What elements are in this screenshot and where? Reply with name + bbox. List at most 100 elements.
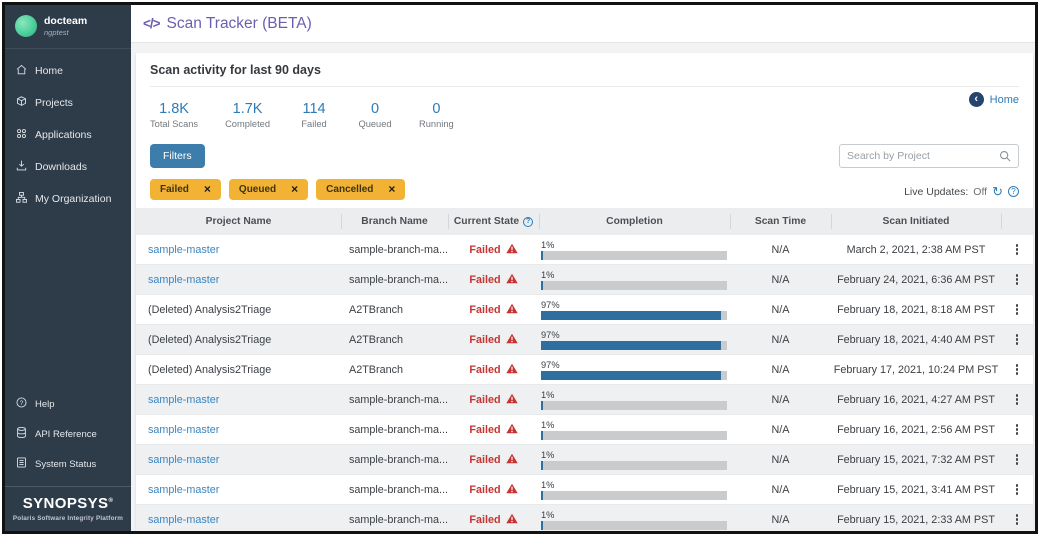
row-menu-kebab-icon[interactable] xyxy=(1013,451,1022,468)
cell-branch-name: A2TBranch xyxy=(349,333,404,346)
cell-project-name: sample-master xyxy=(136,244,341,256)
organization-icon xyxy=(15,191,28,207)
row-menu-kebab-icon[interactable] xyxy=(1013,271,1022,288)
live-updates-help-icon[interactable]: ? xyxy=(1008,186,1019,197)
stat-label: Running xyxy=(419,119,454,129)
project-link[interactable]: sample-master xyxy=(148,393,220,406)
cell-branch-name: sample-branch-ma... xyxy=(349,423,448,436)
sidebar-item-help[interactable]: ? Help xyxy=(5,389,131,419)
project-link[interactable]: sample-master xyxy=(148,243,220,256)
cell-current-state: Failed xyxy=(448,243,539,257)
project-link[interactable]: sample-master xyxy=(148,453,220,466)
project-link[interactable]: sample-master xyxy=(148,273,220,286)
project-link[interactable]: sample-master xyxy=(148,513,220,526)
cell-scan-initiated: February 18, 2021, 4:40 AM PST xyxy=(837,333,995,346)
cell-scan-initiated: February 16, 2021, 2:56 AM PST xyxy=(837,423,995,436)
cell-scan-time: N/A xyxy=(771,483,790,496)
cell-current-state: Failed xyxy=(448,273,539,287)
filters-button[interactable]: Filters xyxy=(150,144,205,168)
user-subtitle: ngptest xyxy=(44,27,69,37)
warning-icon xyxy=(505,243,518,257)
sidebar-item-label: My Organization xyxy=(35,193,112,205)
sidebar-item-label: Projects xyxy=(35,97,73,109)
projects-icon xyxy=(15,95,28,111)
stat-failed: 114 Failed xyxy=(297,101,331,129)
home-back-link[interactable]: ‹ Home xyxy=(968,92,1019,107)
stat-value: 0 xyxy=(370,101,380,117)
completion-label: 1% xyxy=(541,389,555,400)
downloads-icon xyxy=(15,159,28,175)
progress-bar-fill xyxy=(541,490,543,500)
state-label: Failed xyxy=(469,393,501,406)
progress-bar-fill xyxy=(541,340,722,350)
refresh-icon[interactable]: ↻ xyxy=(992,184,1003,199)
sidebar-item-applications[interactable]: Applications xyxy=(5,119,131,151)
chip-remove-icon[interactable]: × xyxy=(388,181,396,196)
column-header-branch-name: Branch Name xyxy=(341,208,448,235)
warning-icon xyxy=(505,273,518,287)
cell-completion: 1% xyxy=(539,240,730,260)
sidebar-item-home[interactable]: Home xyxy=(5,55,131,87)
user-menu[interactable]: docteam ngptest xyxy=(5,5,131,49)
sidebar-item-api-reference[interactable]: API Reference xyxy=(5,419,131,449)
page-title: Scan Tracker (BETA) xyxy=(166,14,312,32)
cell-project-name: sample-master xyxy=(136,394,341,406)
progress-bar-fill xyxy=(541,400,543,410)
cell-current-state: Failed xyxy=(448,363,539,377)
row-menu-kebab-icon[interactable] xyxy=(1013,421,1022,438)
chip-remove-icon[interactable]: × xyxy=(203,181,211,196)
cell-completion: 1% xyxy=(539,390,730,410)
cell-project-name: sample-master xyxy=(136,514,341,526)
row-menu-kebab-icon[interactable] xyxy=(1013,241,1022,258)
home-link-label: Home xyxy=(989,93,1019,106)
cell-actions xyxy=(1001,421,1033,438)
row-menu-kebab-icon[interactable] xyxy=(1013,361,1022,378)
project-text: (Deleted) Analysis2Triage xyxy=(148,303,272,316)
state-label: Failed xyxy=(469,453,501,466)
avatar xyxy=(15,15,37,37)
project-link[interactable]: sample-master xyxy=(148,423,220,436)
stat-label: Completed xyxy=(225,119,271,129)
search-box[interactable] xyxy=(839,144,1019,168)
filter-chip-cancelled[interactable]: Cancelled × xyxy=(316,179,406,200)
cell-scan-initiated: February 15, 2021, 3:41 AM PST xyxy=(837,483,995,496)
row-menu-kebab-icon[interactable] xyxy=(1013,301,1022,318)
cell-actions xyxy=(1001,301,1033,318)
cell-scan-initiated: March 2, 2021, 2:38 AM PST xyxy=(846,243,986,256)
sidebar-item-projects[interactable]: Projects xyxy=(5,87,131,119)
stat-label: Total Scans xyxy=(150,119,199,129)
filter-chips: Failed × Queued × Cancelled × xyxy=(150,179,406,200)
cell-scan-time: N/A xyxy=(771,303,790,316)
completion-label: 97% xyxy=(541,299,560,310)
warning-icon xyxy=(505,393,518,407)
search-input[interactable] xyxy=(847,150,999,162)
current-state-help-icon[interactable]: ? xyxy=(523,216,534,227)
filter-chip-queued[interactable]: Queued × xyxy=(228,179,309,200)
row-menu-kebab-icon[interactable] xyxy=(1013,481,1022,498)
table-row: sample-master sample-branch-ma... Failed 1%… xyxy=(136,235,1033,265)
completion-label: 1% xyxy=(541,419,555,430)
filter-chip-failed[interactable]: Failed × xyxy=(150,179,221,200)
svg-text:?: ? xyxy=(20,400,24,407)
row-menu-kebab-icon[interactable] xyxy=(1013,391,1022,408)
cell-completion: 1% xyxy=(539,270,730,290)
warning-icon xyxy=(505,423,518,437)
cell-project-name: sample-master xyxy=(136,454,341,466)
cell-branch-name: sample-branch-ma... xyxy=(349,453,448,466)
cell-scan-time: N/A xyxy=(771,333,790,346)
sidebar-item-system-status[interactable]: System Status xyxy=(5,449,131,479)
stat-label: Failed xyxy=(301,119,327,129)
sidebar-item-my-organization[interactable]: My Organization xyxy=(5,183,131,215)
scan-table: Project Name Branch Name Current State? Com… xyxy=(136,208,1033,531)
chip-label: Failed xyxy=(160,184,189,195)
sidebar-item-downloads[interactable]: Downloads xyxy=(5,151,131,183)
cell-branch-name: A2TBranch xyxy=(349,303,404,316)
chip-remove-icon[interactable]: × xyxy=(291,181,299,196)
project-link[interactable]: sample-master xyxy=(148,483,220,496)
row-menu-kebab-icon[interactable] xyxy=(1013,511,1022,528)
cell-actions xyxy=(1001,361,1033,378)
table-row: sample-master sample-branch-ma... Failed 1%… xyxy=(136,475,1033,505)
cell-scan-time: N/A xyxy=(771,453,790,466)
state-label: Failed xyxy=(469,333,501,346)
row-menu-kebab-icon[interactable] xyxy=(1013,331,1022,348)
